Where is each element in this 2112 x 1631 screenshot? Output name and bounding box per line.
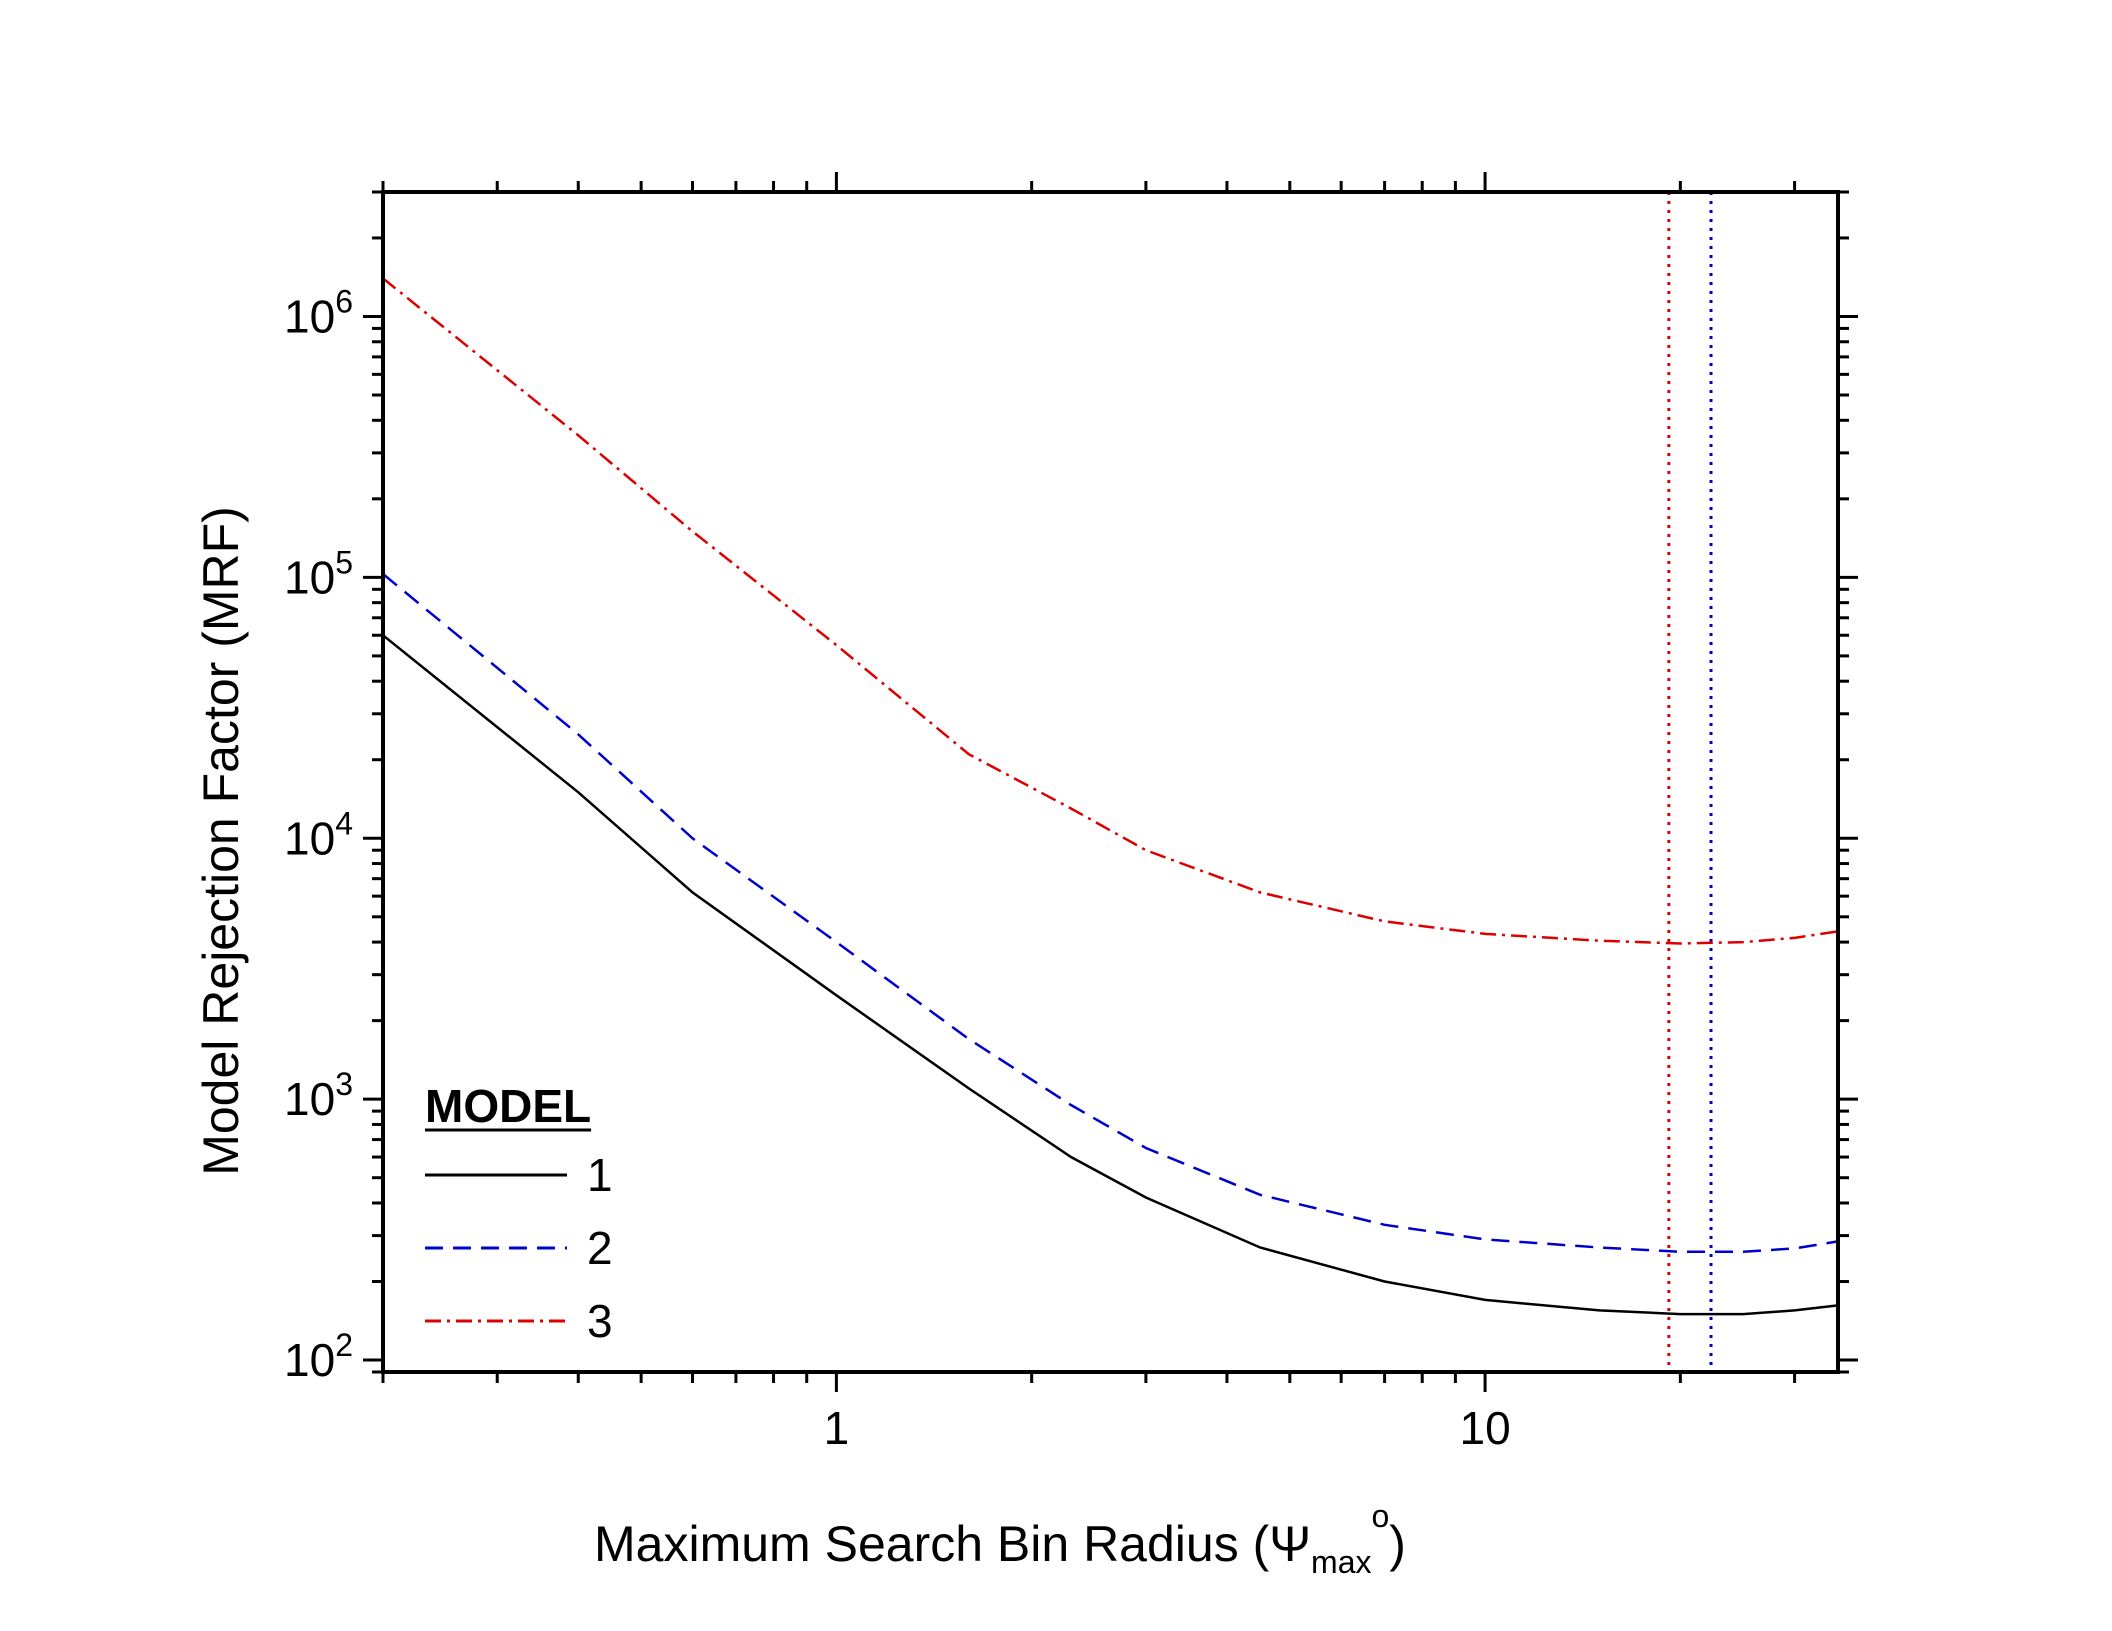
legend-title: MODEL	[425, 1080, 591, 1132]
x-axis-title: Maximum Search Bin Radius (Ψmaxo)	[594, 1498, 1406, 1580]
x-tick-label: 1	[824, 1402, 850, 1454]
legend-label-3: 3	[587, 1295, 613, 1347]
legend: MODEL 1 2 3	[425, 1080, 613, 1347]
legend-label-2: 2	[587, 1222, 613, 1274]
series-layer	[383, 277, 1838, 1316]
y-tick-label: 103	[284, 1066, 353, 1125]
x-tick-label: 10	[1459, 1402, 1510, 1454]
y-tick-label: 105	[284, 544, 353, 603]
legend-label-1: 1	[587, 1149, 613, 1201]
tick-labels: 1 10 102 103 104 105 106	[284, 283, 1511, 1454]
y-axis-title: Model Rejection Factor (MRF)	[193, 506, 249, 1176]
plot-frame	[381, 190, 1840, 1374]
series-line-3	[383, 277, 1838, 945]
y-tick-label: 102	[284, 1327, 353, 1386]
reference-lines	[1667, 192, 1713, 1372]
y-tick-label: 106	[284, 283, 353, 342]
series-line-1	[383, 634, 1838, 1316]
series-line-2	[383, 573, 1838, 1254]
axes	[363, 172, 1858, 1392]
y-tick-label: 104	[284, 805, 353, 864]
